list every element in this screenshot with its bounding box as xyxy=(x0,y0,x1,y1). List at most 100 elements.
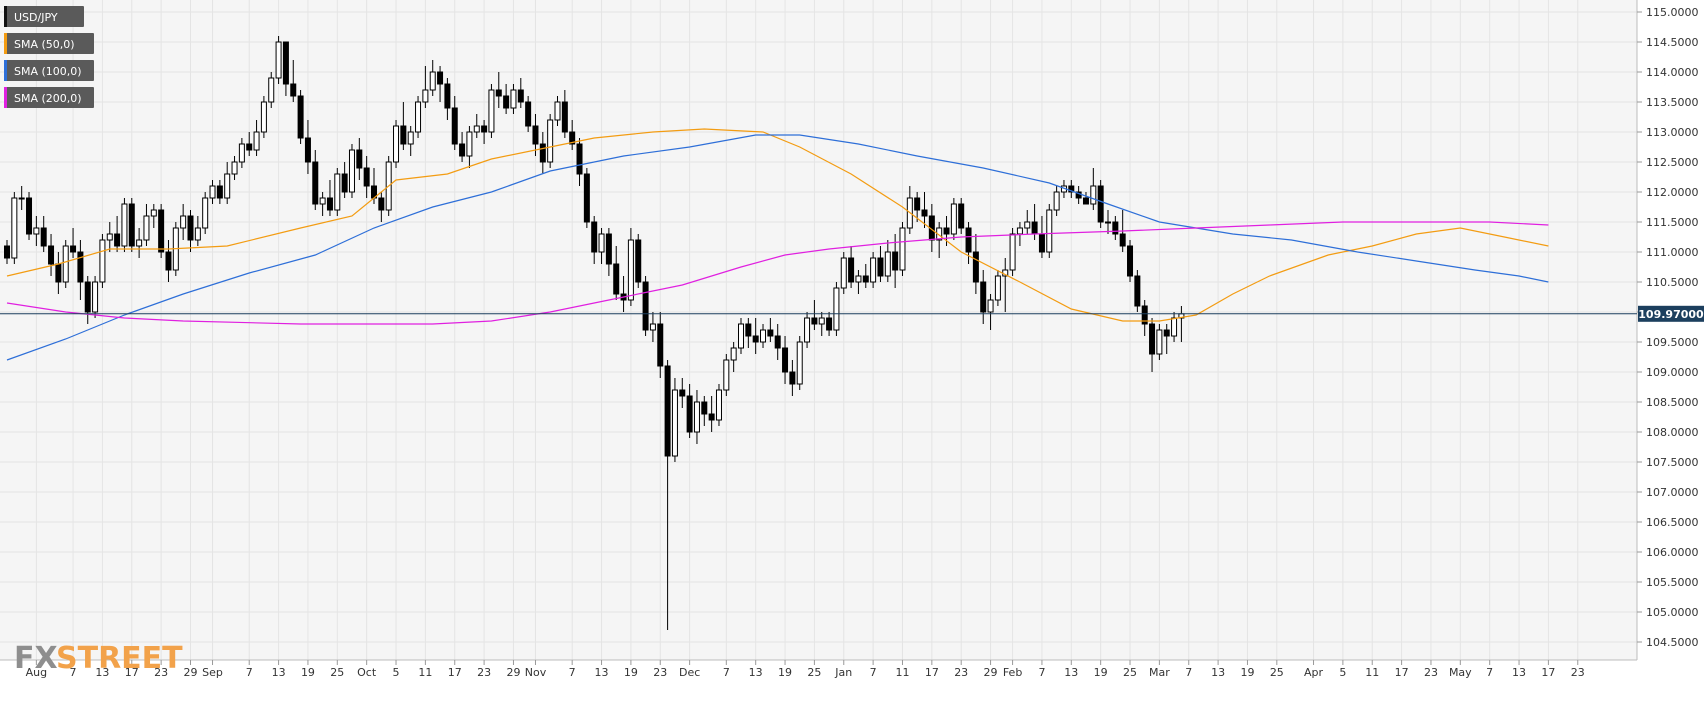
candle-body-up xyxy=(466,131,473,157)
sma100-line xyxy=(6,134,1549,361)
candle xyxy=(62,240,69,288)
candle xyxy=(539,132,546,174)
candle-body-down xyxy=(1149,323,1156,355)
x-axis-ticks: Aug 7 13 17 23 29 Sep 7 13 19 25 Oct 5 11 17 23 29 Nov 7 13… xyxy=(26,660,1585,679)
x-tick-label: 13 xyxy=(1064,666,1078,679)
candle xyxy=(481,120,488,144)
candle-body-up xyxy=(275,41,282,79)
candle xyxy=(936,222,943,258)
candle-body-down xyxy=(55,263,62,283)
candle-body-down xyxy=(1163,329,1170,337)
candle-body-down xyxy=(782,347,789,373)
candle xyxy=(723,354,730,396)
x-tick-label: 19 xyxy=(778,666,792,679)
candle xyxy=(488,84,495,138)
legend-swatch xyxy=(4,6,7,27)
candle-body-up xyxy=(649,323,656,331)
x-tick-label: 19 xyxy=(624,666,638,679)
candle xyxy=(224,162,231,204)
candle-body-down xyxy=(326,197,333,211)
candle-body-down xyxy=(774,335,781,349)
candle xyxy=(517,78,524,108)
candle xyxy=(789,360,796,396)
candle xyxy=(738,318,744,354)
candle xyxy=(1105,210,1111,234)
candle xyxy=(356,138,363,180)
candle xyxy=(194,216,201,246)
legend-bg xyxy=(4,60,94,81)
candle-body-down xyxy=(246,143,253,151)
candle-body-down xyxy=(304,137,311,163)
candle-body-up xyxy=(62,245,69,283)
y-tick-label: 107.0000 xyxy=(1646,486,1699,499)
candle-body-down xyxy=(400,125,407,145)
candle xyxy=(304,120,311,174)
candle-body-up xyxy=(1090,185,1097,205)
candle xyxy=(862,264,869,288)
candle xyxy=(290,60,297,102)
candle xyxy=(1090,168,1097,210)
candle xyxy=(70,228,77,258)
candle xyxy=(1082,192,1089,205)
y-tick-label: 108.5000 xyxy=(1646,396,1699,409)
y-tick-label: 113.0000 xyxy=(1646,126,1699,139)
candle xyxy=(326,180,333,216)
x-tick-label: 29 xyxy=(984,666,998,679)
candle-body-up xyxy=(180,215,187,229)
y-tick-label: 108.0000 xyxy=(1646,426,1699,439)
candle-body-up xyxy=(99,239,106,283)
candle xyxy=(980,270,987,324)
candle xyxy=(561,90,568,138)
x-tick-label: 23 xyxy=(1424,666,1438,679)
candle xyxy=(870,252,877,288)
candle xyxy=(547,114,554,168)
candle xyxy=(187,210,194,252)
x-tick-label: 25 xyxy=(330,666,344,679)
candle-body-up xyxy=(407,131,414,145)
candle-body-down xyxy=(613,263,620,295)
legend-label: SMA (200,0) xyxy=(14,92,82,105)
candle-body-down xyxy=(1068,185,1075,193)
x-tick-label: 13 xyxy=(95,666,109,679)
candle-body-up xyxy=(693,401,700,433)
candle-body-down xyxy=(1119,233,1126,247)
x-tick-label: Nov xyxy=(525,666,547,679)
candle-body-down xyxy=(525,101,532,127)
candle-body-down xyxy=(4,245,10,259)
candle-body-up xyxy=(627,239,634,301)
candle-body-down xyxy=(569,131,576,145)
candle-body-up xyxy=(547,119,554,163)
candle-body-down xyxy=(635,239,642,283)
x-tick-label: Oct xyxy=(357,666,377,679)
sma50-line xyxy=(6,128,1549,322)
candle-body-down xyxy=(576,143,583,175)
candle-body-up xyxy=(209,185,216,199)
candle xyxy=(1141,300,1148,336)
candle xyxy=(583,168,590,228)
legend-item: SMA (200,0) xyxy=(4,87,94,108)
x-tick-label: 19 xyxy=(1240,666,1254,679)
y-tick-label: 111.5000 xyxy=(1646,216,1699,229)
candle-body-down xyxy=(341,173,348,193)
candle-body-down xyxy=(503,95,510,109)
legend-item: SMA (100,0) xyxy=(4,60,94,81)
x-tick-label: 7 xyxy=(70,666,77,679)
candle-body-down xyxy=(811,317,818,325)
candle-body-down xyxy=(943,227,950,235)
candle-body-down xyxy=(664,365,671,457)
candle xyxy=(840,252,847,294)
candle-body-down xyxy=(980,281,987,313)
candle-body-up xyxy=(1053,191,1060,211)
candle-body-up xyxy=(840,257,847,289)
candle xyxy=(715,384,722,426)
candle-body-down xyxy=(282,41,289,85)
x-tick-label: Apr xyxy=(1304,666,1324,679)
candle-body-down xyxy=(862,275,869,283)
candle-body-up xyxy=(510,89,517,109)
candle-body-down xyxy=(642,281,649,331)
candle xyxy=(569,120,576,150)
candle xyxy=(334,168,341,216)
candle xyxy=(899,222,906,276)
candle xyxy=(121,198,128,252)
